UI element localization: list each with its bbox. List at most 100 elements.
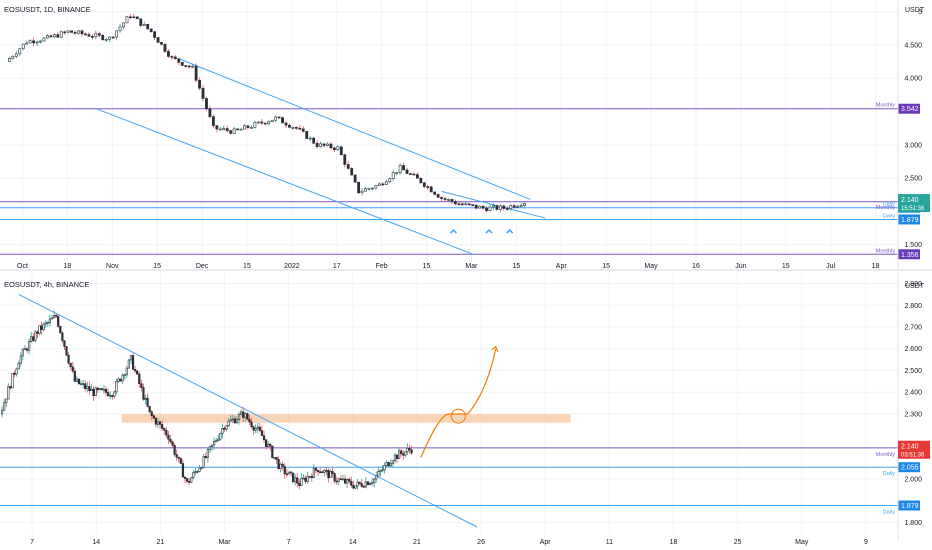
time-tick-label: 9 — [864, 539, 868, 546]
candle-body — [23, 348, 27, 351]
candle-body — [175, 454, 178, 458]
bottom-price-axis[interactable]: 2.900 2.800 2.700 2.600 2.500 2.400 2.300 2.000… — [897, 272, 930, 540]
candle-body — [191, 65, 195, 68]
candle-body — [7, 58, 11, 62]
candle-body — [502, 205, 506, 209]
level-tag: Daily — [883, 213, 895, 219]
candle-body — [221, 428, 224, 434]
candle-body — [387, 462, 390, 467]
candle-body — [5, 398, 8, 404]
channel-upper-line[interactable] — [177, 57, 531, 200]
bottom-trendline[interactable] — [18, 293, 478, 528]
time-tick-label: 21 — [156, 539, 164, 546]
candle-body — [125, 16, 129, 24]
channel-lower-line[interactable] — [94, 107, 475, 256]
candle-body — [336, 146, 340, 150]
time-tick-label: 15 — [243, 263, 251, 270]
resistance-zone[interactable] — [121, 413, 571, 423]
candle-body — [73, 32, 77, 34]
price-tick-label: 2.700 — [904, 325, 922, 332]
candle-body — [250, 127, 253, 129]
top-symbol-label: EOSUSDT, 1D, BINANCE — [4, 5, 91, 14]
top-descending-channel[interactable] — [94, 57, 546, 256]
top-time-axis[interactable]: Oct 18 Nov 15 Dec 15 2022 17 Feb 15 Mar 15 Apr 15 May 1… — [17, 263, 880, 270]
candle-body — [84, 383, 87, 389]
candle-body — [310, 475, 313, 478]
top-price-axis[interactable]: 5 4.500 4.000 3.000 2.500 1.500 2.140 15:51:36 — [897, 0, 930, 268]
price-tick-label: 4.000 — [904, 76, 922, 83]
candle-body — [379, 470, 382, 472]
candle-body — [9, 386, 12, 389]
price-tick-label: 1.500 — [904, 242, 922, 249]
current-price-label: 2.140 — [901, 197, 919, 204]
candle-body — [440, 197, 443, 199]
candle-body — [44, 322, 47, 325]
candle-body — [331, 471, 334, 474]
candle-body — [375, 475, 378, 480]
top-candles — [7, 14, 526, 213]
candle-body — [152, 415, 155, 419]
price-tick-label: 2.900 — [904, 281, 922, 288]
candle-body — [84, 33, 87, 36]
candle-body — [457, 203, 461, 206]
candle-body — [298, 127, 302, 130]
daily-chart-pane[interactable]: Monthly3.5422.144Daily2.055Daily1.879Mon… — [0, 0, 930, 270]
candle-body — [253, 122, 257, 128]
candle-body — [139, 18, 143, 26]
candle-body — [326, 143, 329, 146]
candle-body — [196, 471, 199, 473]
candle-body — [109, 395, 112, 397]
top-caret-marks — [449, 228, 514, 234]
candle-body — [3, 402, 6, 411]
bottom-time-axis[interactable]: 7 14 21 Mar 7 14 21 26 Apr 11 18 25 May 9 — [30, 539, 868, 546]
candle-body — [28, 40, 32, 44]
candle-body — [108, 36, 112, 40]
descending-trendline[interactable] — [18, 293, 478, 528]
pivot-circle[interactable] — [450, 408, 466, 424]
arrow-head — [491, 345, 499, 352]
projection-arrow[interactable] — [420, 345, 499, 458]
candle-body — [287, 471, 291, 475]
candle-body — [192, 472, 195, 479]
time-tick-label: 21 — [413, 539, 421, 546]
candle-body — [158, 421, 162, 425]
candle-body — [495, 205, 499, 210]
candle-body — [377, 471, 380, 477]
caret-mark — [485, 228, 493, 234]
candle-body — [115, 381, 118, 393]
candle-body — [142, 24, 146, 26]
candle-body — [348, 478, 351, 482]
candle-body — [267, 443, 270, 447]
candle-body — [156, 421, 160, 425]
time-tick-label: 15 — [153, 263, 161, 270]
candle-body — [70, 30, 74, 33]
candle-body — [258, 426, 261, 431]
candle-body — [34, 331, 37, 341]
candle-body — [402, 165, 405, 171]
candle-body — [395, 172, 399, 174]
candle-body — [100, 388, 103, 390]
candle-body — [171, 441, 174, 446]
candle-body — [211, 116, 215, 126]
candle-body — [433, 191, 437, 195]
candle-body — [185, 478, 189, 482]
candle-body — [173, 444, 176, 455]
projection-path[interactable] — [420, 348, 497, 458]
time-tick-label: 15 — [782, 263, 790, 270]
candle-body — [316, 469, 320, 473]
candle-body — [335, 480, 338, 483]
candle-body — [512, 205, 516, 208]
candle-body — [367, 187, 371, 190]
candle-body — [237, 414, 241, 420]
candle-body — [381, 183, 385, 186]
time-tick-label: May — [795, 539, 809, 546]
candle-body — [271, 445, 274, 458]
candle-body — [343, 478, 347, 484]
candle-body — [256, 426, 259, 429]
candle-body — [129, 355, 133, 361]
candle-body — [304, 477, 307, 482]
candle-body — [474, 204, 478, 209]
candle-body — [82, 383, 85, 385]
